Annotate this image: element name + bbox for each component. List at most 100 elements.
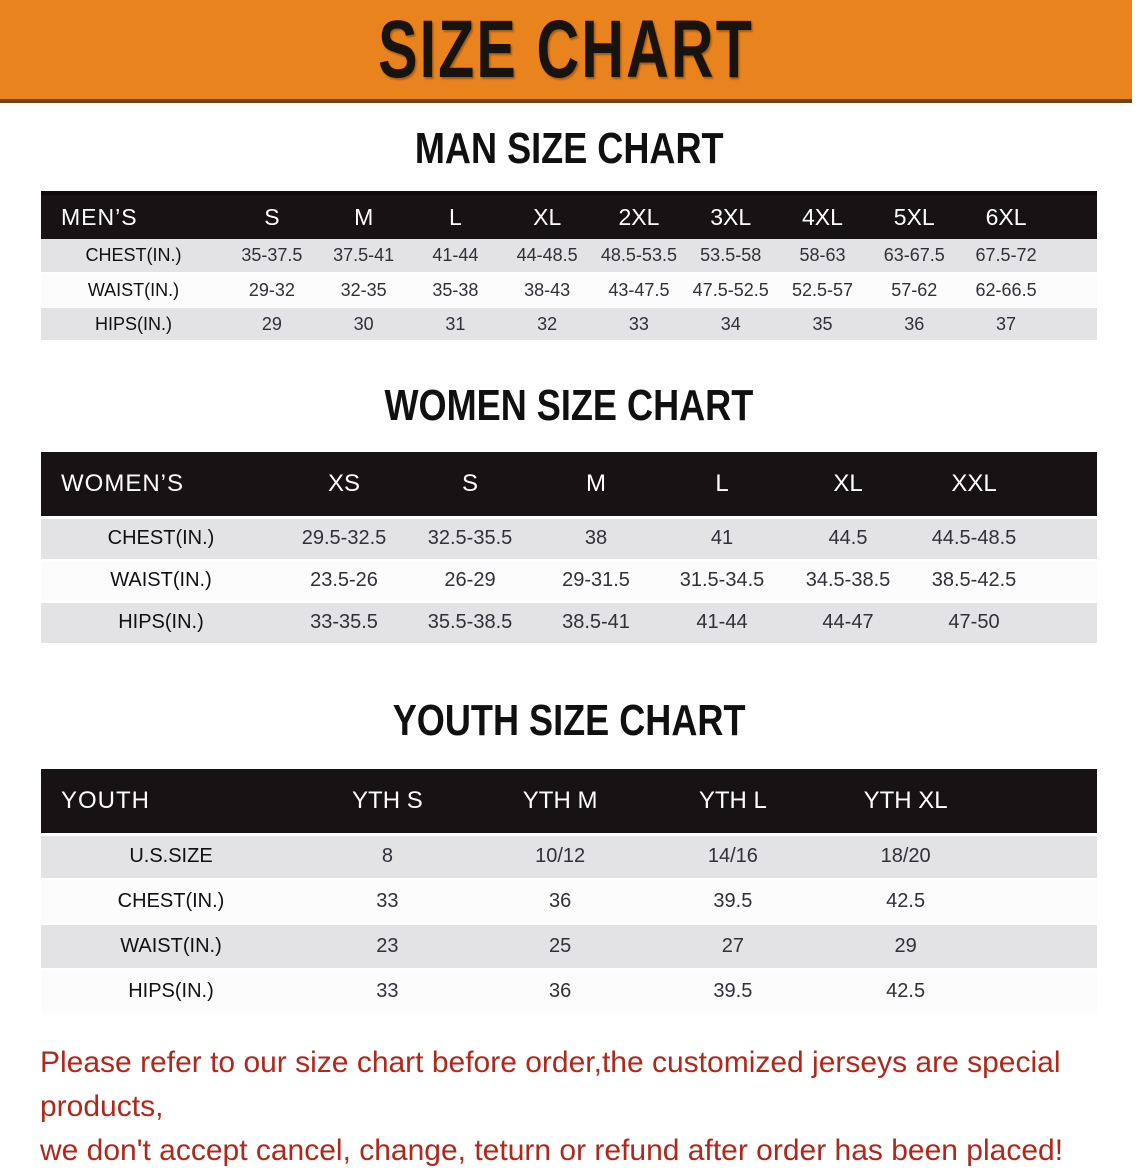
size-value: 36: [473, 969, 647, 1014]
column-header: 2XL: [593, 193, 685, 239]
youth-section-heading: YOUTH SIZE CHART: [0, 695, 1138, 745]
size-value: 41-44: [409, 239, 502, 273]
size-value: 37.5-41: [317, 239, 410, 273]
size-value: 48.5-53.5: [593, 239, 685, 273]
table-row: CHEST(IN.) 35-37.5 37.5-41 41-44 44-48.5 48.5…: [41, 239, 1097, 273]
column-header: 6XL: [960, 193, 1052, 239]
column-header: YTH S: [301, 768, 474, 836]
column-header: M: [533, 452, 659, 519]
column-header: XXL: [911, 452, 1037, 519]
size-value: 44-47: [785, 601, 911, 644]
table-corner-label: WOMEN’S: [41, 452, 281, 519]
spacer-cell: [992, 834, 1097, 879]
size-value: 44.5-48.5: [911, 517, 1037, 560]
row-label: CHEST(IN.): [41, 879, 301, 924]
table-row: HIPS(IN.) 33-35.5 35.5-38.5 38.5-41 41-44 44-…: [41, 601, 1097, 644]
size-value: 38.5-42.5: [911, 559, 1037, 602]
column-header: S: [407, 452, 533, 519]
size-value: 39.5: [646, 969, 820, 1014]
table-row: CHEST(IN.) 33 36 39.5 42.5: [41, 879, 1097, 924]
size-value: 52.5-57: [776, 273, 869, 307]
column-header: M: [317, 193, 410, 239]
size-chart-banner: SIZE CHART: [0, 0, 1132, 103]
column-header: XS: [281, 452, 407, 519]
column-header: YTH L: [646, 768, 820, 836]
size-value: 31.5-34.5: [659, 559, 785, 602]
size-value: 38-43: [501, 273, 594, 307]
column-header: S: [226, 193, 318, 239]
size-value: 38.5-41: [533, 601, 659, 644]
table-row: HIPS(IN.) 33 36 39.5 42.5: [41, 969, 1097, 1014]
size-value: 30: [317, 307, 410, 341]
youth-section-heading-text: YOUTH SIZE CHART: [392, 695, 746, 745]
column-header: 3XL: [684, 193, 777, 239]
table-row: U.S.SIZE 8 10/12 14/16 18/20: [41, 834, 1097, 879]
size-value: 41-44: [659, 601, 785, 644]
size-value: 33: [301, 969, 474, 1014]
size-value: 43-47.5: [593, 273, 685, 307]
column-header: YTH XL: [819, 768, 992, 836]
table-corner-label: YOUTH: [41, 768, 301, 836]
size-value: 33: [301, 879, 474, 924]
table-row: WAIST(IN.) 23.5-26 26-29 29-31.5 31.5-34.5 34…: [41, 559, 1097, 602]
size-value: 67.5-72: [960, 239, 1052, 273]
table-row: WAIST(IN.) 29-32 32-35 35-38 38-43 43-47.5 47.…: [41, 273, 1097, 307]
row-label: HIPS(IN.): [41, 307, 226, 341]
spacer-cell: [992, 924, 1097, 969]
spacer-cell: [1037, 559, 1097, 602]
size-value: 35-37.5: [226, 239, 318, 273]
size-value: 29.5-32.5: [281, 517, 407, 560]
row-label: HIPS(IN.): [41, 969, 301, 1014]
size-value: 58-63: [776, 239, 869, 273]
disclaimer-text: Please refer to our size chart before or…: [40, 1041, 1098, 1173]
size-value: 39.5: [646, 879, 820, 924]
size-value: 63-67.5: [868, 239, 961, 273]
size-value: 44-48.5: [501, 239, 594, 273]
size-value: 10/12: [473, 834, 647, 879]
spacer-cell: [1037, 517, 1097, 560]
men-size-table: MEN’S S M L XL 2XL 3XL 4XL 5XL 6XL CHEST(IN.) 35-37…: [41, 191, 1097, 342]
men-section-heading-text: MAN SIZE CHART: [414, 124, 724, 173]
disclaimer-line-1: Please refer to our size chart before or…: [40, 1046, 1061, 1123]
table-corner-label: MEN’S: [41, 193, 226, 239]
women-section-heading: WOMEN SIZE CHART: [0, 384, 1138, 428]
size-value: 38: [533, 517, 659, 560]
spacer-cell: [1052, 273, 1097, 307]
women-size-table: WOMEN’S XS S M L XL XXL CHEST(IN.) 29.5-32.5 32.5…: [41, 452, 1097, 645]
spacer-cell: [1052, 307, 1097, 341]
row-label: HIPS(IN.): [41, 601, 281, 644]
size-value: 31: [409, 307, 502, 341]
size-value: 23.5-26: [281, 559, 407, 602]
size-value: 37: [960, 307, 1052, 341]
size-value: 18/20: [819, 834, 992, 879]
size-value: 27: [646, 924, 820, 969]
youth-size-table: YOUTH YTH S YTH M YTH L YTH XL U.S.SIZE 8 10/12…: [41, 768, 1097, 1016]
table-row: WAIST(IN.) 23 25 27 29: [41, 924, 1097, 969]
row-label: WAIST(IN.): [41, 273, 226, 307]
column-header: XL: [501, 193, 594, 239]
column-header: L: [409, 193, 502, 239]
page-title: SIZE CHART: [378, 3, 754, 95]
spacer-cell: [1052, 239, 1097, 273]
size-value: 57-62: [868, 273, 961, 307]
size-value: 36: [868, 307, 961, 341]
column-header: 4XL: [776, 193, 869, 239]
size-value: 32: [501, 307, 594, 341]
size-value: 25: [473, 924, 647, 969]
row-label: CHEST(IN.): [41, 239, 226, 273]
table-row: HIPS(IN.) 29 30 31 32 33 34 35 36 37: [41, 307, 1097, 341]
table-row: CHEST(IN.) 29.5-32.5 32.5-35.5 38 41 44.5 44.5…: [41, 517, 1097, 560]
size-value: 42.5: [819, 969, 992, 1014]
size-value: 35-38: [409, 273, 502, 307]
size-value: 47.5-52.5: [684, 273, 777, 307]
size-table: WOMEN’S XS S M L XL XXL CHEST(IN.) 29.5-32.5 32.5…: [41, 452, 1097, 645]
spacer-cell: [992, 768, 1097, 836]
size-value: 29-32: [226, 273, 318, 307]
size-value: 14/16: [646, 834, 820, 879]
size-value: 32.5-35.5: [407, 517, 533, 560]
size-value: 29: [226, 307, 318, 341]
size-value: 8: [301, 834, 474, 879]
spacer-cell: [1037, 452, 1097, 519]
size-value: 32-35: [317, 273, 410, 307]
size-value: 29: [819, 924, 992, 969]
